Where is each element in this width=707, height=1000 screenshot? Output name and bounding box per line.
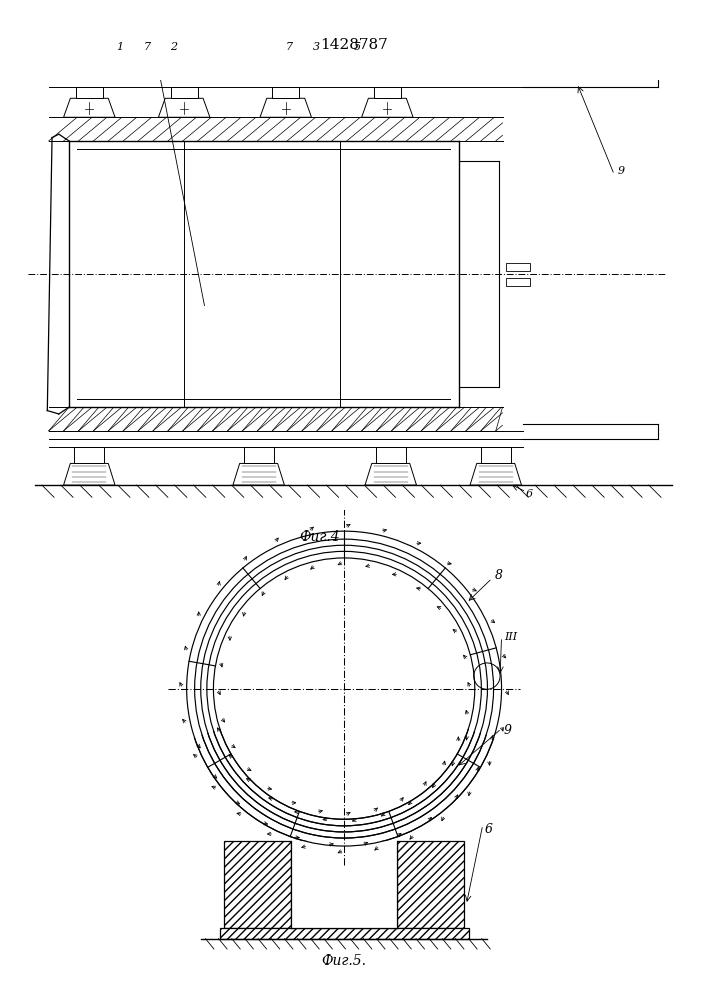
Text: Фиг.5.: Фиг.5. <box>322 954 367 968</box>
Text: 1428787: 1428787 <box>320 38 387 52</box>
Polygon shape <box>170 87 198 98</box>
Bar <box>397 841 464 928</box>
Polygon shape <box>76 87 103 98</box>
Bar <box>506 278 530 286</box>
Polygon shape <box>260 98 312 117</box>
Polygon shape <box>470 463 522 485</box>
Polygon shape <box>64 463 115 485</box>
Text: 3: 3 <box>312 42 320 52</box>
Polygon shape <box>361 98 413 117</box>
Text: 8: 8 <box>494 569 503 582</box>
Text: Фиг.4: Фиг.4 <box>299 530 340 544</box>
Text: 6: 6 <box>526 489 533 499</box>
Text: 2: 2 <box>170 42 177 52</box>
Bar <box>291 841 397 928</box>
Polygon shape <box>481 447 510 463</box>
Polygon shape <box>244 447 274 463</box>
Text: III: III <box>504 632 517 642</box>
Polygon shape <box>374 87 401 98</box>
Polygon shape <box>64 98 115 117</box>
Polygon shape <box>365 463 416 485</box>
Polygon shape <box>74 447 104 463</box>
Polygon shape <box>233 463 284 485</box>
Polygon shape <box>272 87 299 98</box>
Text: 5: 5 <box>354 42 361 52</box>
Text: 7: 7 <box>144 42 151 52</box>
Text: 9: 9 <box>504 724 512 737</box>
Bar <box>506 263 530 271</box>
Text: 9: 9 <box>618 166 625 176</box>
Bar <box>224 841 291 928</box>
Text: 6: 6 <box>485 823 493 836</box>
Bar <box>220 928 469 939</box>
Text: 1: 1 <box>116 42 123 52</box>
Polygon shape <box>376 447 406 463</box>
Text: 7: 7 <box>286 42 293 52</box>
Polygon shape <box>158 98 210 117</box>
